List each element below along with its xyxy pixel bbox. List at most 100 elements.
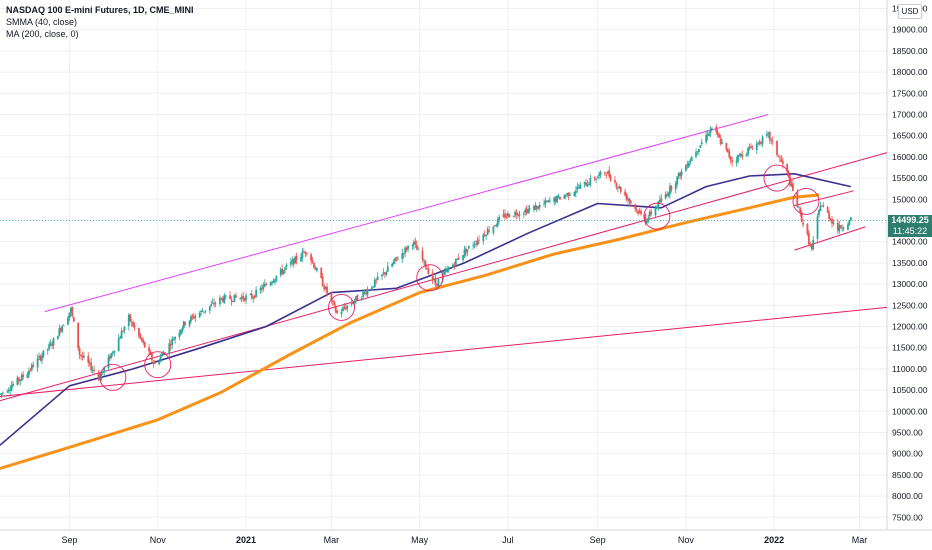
candle-body [110,353,113,358]
candle-body [522,213,525,215]
candle-body [676,176,679,185]
candle-body [363,291,366,293]
candle-body [19,379,22,382]
candle-body [395,257,398,259]
last-price-value: 14499.25 [891,214,929,225]
candle-body [223,295,226,303]
candle-body [476,240,479,245]
candle-body [12,383,14,386]
candle-body [6,391,9,393]
candle-body [488,229,490,232]
candle-body [831,218,833,224]
candle-body [739,153,742,156]
ma-legend-item: MA (200, close, 0) [6,29,79,39]
candle-body [660,198,663,202]
candle-body [51,344,53,346]
candle-body [262,285,265,289]
candle-body [669,185,671,195]
candle-body [281,268,284,274]
candle-body [614,180,616,183]
candle-body [670,185,673,190]
candle-body [524,209,527,213]
short-channel-lower-line [794,226,866,251]
candle-body [467,246,470,249]
candle-body [285,264,288,267]
candle-body [36,358,39,368]
candle-body [229,295,231,300]
candle-body [598,174,600,177]
candle-body [149,351,152,355]
candle-body [321,276,324,287]
candle-body [7,389,10,392]
candle-body [496,219,499,226]
candle-body [492,226,495,233]
candle-body [192,316,195,319]
candle-body [648,211,651,217]
candle-body [190,316,192,322]
candle-body [664,194,667,199]
highlight-circle [328,293,355,321]
candle-body [800,211,803,222]
candle-body [579,184,582,189]
candle-body [138,328,140,336]
candle-body [48,344,51,349]
candle-body [585,182,587,186]
candle-body [372,286,375,288]
candle-body [586,184,589,187]
candle-body [71,307,74,316]
candle-body [493,225,496,227]
candle-body [159,356,162,362]
candle-body [386,266,389,272]
candle-body [838,224,841,232]
candle-body [434,277,437,285]
candle-body [323,286,326,290]
candle-body [407,245,409,250]
candle-body [650,211,653,215]
candle-body [52,338,55,346]
candle-body [171,338,174,345]
candle-body [80,354,82,357]
currency-badge[interactable]: USD [898,4,922,19]
candle-body [589,177,592,185]
candle-body [453,264,456,266]
candle-body [628,198,631,202]
candle-body [647,217,650,222]
candle-body [583,181,586,184]
candle-body [637,210,640,214]
candle-body [49,343,52,346]
candle-body [153,362,156,364]
candle-body [695,152,697,157]
time-tick-label: Sep [61,535,77,545]
candle-body [107,356,110,368]
highlight-circle [416,264,444,292]
candle-body [566,193,569,196]
candle-body [272,281,275,283]
candle-body [123,326,126,331]
short-channel-upper-line [794,190,854,207]
candle-body [198,312,201,318]
candle-body [725,142,728,150]
long-trendline [0,306,888,397]
candle-body [302,251,305,253]
candle-body [818,209,820,216]
candle-body [350,303,353,305]
candle-body [352,302,354,304]
candle-body [140,337,143,341]
price-tick-label: 19000.00 [892,25,928,35]
candle-body [239,297,242,299]
candle-body [684,165,687,172]
candle-body [737,155,739,162]
candle-body [360,298,363,300]
candle-body [326,286,328,294]
candle-body [401,253,404,259]
candle-body [638,211,641,213]
candle-body [200,310,203,313]
candle-body [625,194,628,200]
candle-body [292,258,295,265]
candle-body [706,134,709,136]
candle-body [826,207,829,213]
candle-body [792,183,794,191]
candle-body [362,291,365,297]
candle-body [564,195,567,197]
